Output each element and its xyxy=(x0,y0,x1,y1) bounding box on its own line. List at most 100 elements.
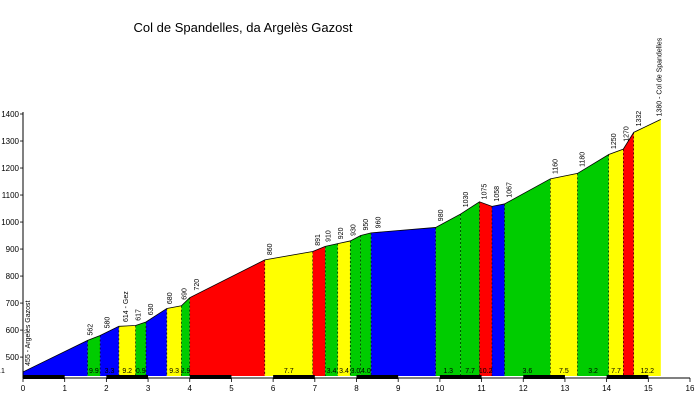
x-tick-label: 13 xyxy=(560,384,569,393)
elevation-label: 690 xyxy=(181,288,188,300)
elevation-label: 930 xyxy=(350,224,357,236)
profile-segment xyxy=(360,232,372,376)
elevation-label: 1380 - Col de Spandelles xyxy=(657,37,664,116)
elevation-label: 614 - Gez xyxy=(123,291,130,322)
elevation-label: 1270 xyxy=(623,126,630,142)
segment-divider-group xyxy=(87,132,635,376)
x-tick-label: 5 xyxy=(229,384,234,393)
gradient-label: 8.1 xyxy=(0,368,5,375)
km-bar-segment xyxy=(106,375,149,379)
x-tick-label: 10 xyxy=(435,384,444,393)
profile-segment xyxy=(118,325,136,376)
profile-segment xyxy=(435,213,461,376)
elevation-labels-group: 455 - Argelès Gazost 562 580 614 - Gez 617 63… xyxy=(25,37,664,366)
elevation-label: 1180 xyxy=(580,152,587,167)
gradient-label: 12.2 xyxy=(640,368,654,375)
gradient-label: 4.0 xyxy=(361,368,371,375)
profile-segment xyxy=(350,235,361,376)
elevation-label: 1250 xyxy=(611,133,618,149)
y-tick-label: 900 xyxy=(6,245,20,254)
gradient-label: 3.2 xyxy=(588,368,598,375)
elevation-label: 630 xyxy=(148,303,155,315)
gradient-label: 3.4 xyxy=(327,368,337,375)
gradient-label: 3.3 xyxy=(105,368,115,375)
y-tick-label: 700 xyxy=(6,299,20,308)
x-tick-label: 9 xyxy=(396,384,401,393)
gradient-label: 1.3 xyxy=(443,368,453,375)
km-bar-segment xyxy=(439,375,482,379)
elevation-label: 910 xyxy=(325,230,332,242)
profile-segment xyxy=(100,326,119,376)
gradient-labels-group: 9.9 3.3 9.2 0.9 9.3 2.9 7.7 3.4 3.4 3.0 4.0 1.3 7.7 1… xyxy=(0,368,654,375)
x-tick-label: 15 xyxy=(644,384,653,393)
y-tick-label: 800 xyxy=(6,272,20,281)
elevation-label: 950 xyxy=(363,219,370,231)
profile-segment xyxy=(504,178,551,376)
elevation-label: 617 xyxy=(136,309,143,321)
y-tick-label: 1000 xyxy=(1,218,19,227)
y-tick-label: 1100 xyxy=(2,191,20,200)
elevation-label: 1067 xyxy=(507,182,514,198)
elevation-label: 1058 xyxy=(494,186,501,202)
y-tick-label: 1400 xyxy=(1,110,19,119)
profile-segment xyxy=(135,321,146,376)
gradient-label: 0.9 xyxy=(136,368,146,375)
elevation-label: 1160 xyxy=(553,159,560,174)
elevation-label: 980 xyxy=(438,209,445,221)
gradient-label: 3.4 xyxy=(339,368,349,375)
profile-segment xyxy=(312,246,326,376)
km-bar-segment xyxy=(23,375,65,379)
x-tick-label: 14 xyxy=(602,384,611,393)
gradient-label: 7.7 xyxy=(611,368,621,375)
elevation-label: 891 xyxy=(315,234,322,246)
elevation-label: 920 xyxy=(338,227,345,239)
profile-segment xyxy=(479,201,492,376)
x-tick-label: 4 xyxy=(188,384,193,393)
profile-segment xyxy=(337,240,351,376)
profile-segment xyxy=(145,308,167,376)
chart-title: Col de Spandelles, da Argelès Gazost xyxy=(134,20,353,35)
profile-segment xyxy=(577,154,609,376)
gradient-label: 9.2 xyxy=(122,368,132,375)
profile-fill-group xyxy=(23,119,661,376)
elevation-label: 680 xyxy=(167,292,174,304)
y-tick-label: 1300 xyxy=(1,137,19,146)
profile-segment xyxy=(550,173,578,376)
km-bar-segment xyxy=(189,375,232,379)
elevation-label: 1075 xyxy=(482,184,489,200)
x-tick-label: 16 xyxy=(686,384,695,393)
elevation-label: 720 xyxy=(194,279,201,291)
profile-segment xyxy=(23,340,88,376)
y-tick-label: 600 xyxy=(6,326,20,335)
y-tick-label: 500 xyxy=(6,353,20,362)
gradient-label: 7.7 xyxy=(284,368,294,375)
km-bar-segment xyxy=(606,375,649,379)
elevation-label: 580 xyxy=(104,317,111,329)
elevation-label: 860 xyxy=(267,243,274,255)
gradient-label: 9.3 xyxy=(169,368,179,375)
profile-segment xyxy=(189,259,265,376)
profile-segment xyxy=(633,119,661,376)
x-tick-label: 8 xyxy=(354,384,359,393)
gradient-label: 3.6 xyxy=(523,368,533,375)
x-tick-label: 0 xyxy=(21,384,26,393)
x-tick-label: 12 xyxy=(519,384,528,393)
elevation-label: 960 xyxy=(375,217,382,229)
elevation-label: 562 xyxy=(88,324,95,336)
km-bar-segment xyxy=(273,375,315,379)
gradient-label: 2.9 xyxy=(181,368,191,375)
profile-segment xyxy=(608,149,624,376)
gradient-label: 7.5 xyxy=(559,368,569,375)
x-tick-label: 11 xyxy=(477,384,486,393)
profile-segment xyxy=(325,243,338,376)
profile-segment xyxy=(371,227,436,376)
profile-segment xyxy=(623,132,634,376)
x-tick-label: 7 xyxy=(313,384,318,393)
km-bar-segment xyxy=(523,375,565,379)
x-tick-label: 6 xyxy=(271,384,276,393)
profile-segment xyxy=(491,203,505,376)
y-tick-label: 1200 xyxy=(1,164,19,173)
profile-line xyxy=(22,119,661,373)
